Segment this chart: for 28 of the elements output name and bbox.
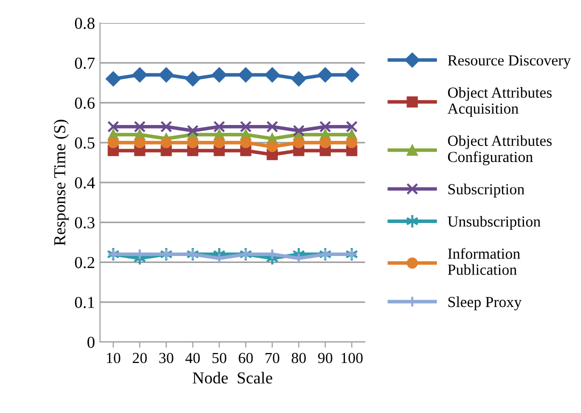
x-tick-label: 40 [185, 352, 200, 364]
y-tick-label: 0.4 [74, 177, 95, 189]
legend-label: Object Attributes Acquisition [448, 87, 552, 117]
x-tick-label: 10 [106, 352, 120, 364]
y-tick-label: 0.6 [74, 97, 95, 109]
x-tick-label: 30 [159, 352, 174, 364]
x-tick-label: 80 [292, 352, 306, 364]
y-tick-label: 0 [87, 336, 95, 348]
x-tick-label: 100 [342, 352, 363, 364]
y-tick-label: 0.3 [74, 217, 94, 228]
legend-label: Unsubscription [448, 216, 541, 230]
legend-label: Subscription [448, 184, 524, 198]
legend-label: Sleep Proxy [448, 296, 522, 310]
y-tick-label: 0.1 [74, 296, 94, 308]
legend-label: Resource Discovery [448, 55, 571, 69]
x-axis-title: Node Scale [192, 372, 272, 384]
x-tick-label: 60 [238, 352, 253, 364]
legend-label: Object Attributes Configuration [448, 135, 552, 166]
legend-label: Information Publication [448, 248, 520, 275]
x-tick-label: 50 [212, 352, 226, 364]
y-tick-label: 0.2 [74, 256, 94, 268]
y-tick-label: 0.7 [74, 58, 95, 69]
y-tick-label: 0.8 [74, 18, 95, 30]
x-tick-label: 90 [318, 352, 332, 364]
x-tick-label: 20 [132, 352, 147, 364]
x-tick-label: 70 [266, 352, 280, 364]
y-tick-label: 0.5 [74, 137, 94, 149]
y-axis-title: Response Time (S) [54, 120, 69, 246]
